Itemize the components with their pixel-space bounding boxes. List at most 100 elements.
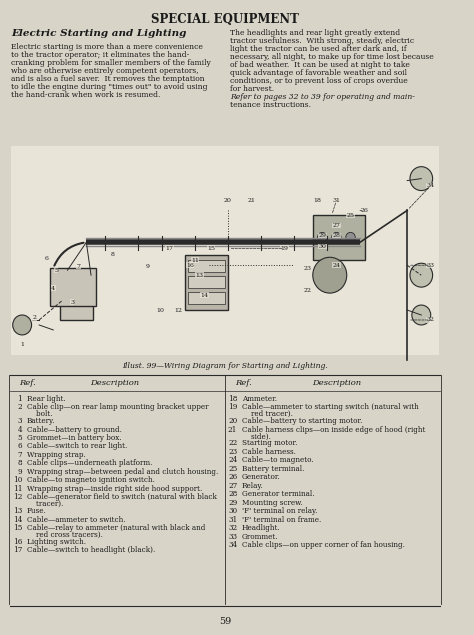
Text: 34: 34 xyxy=(427,183,435,188)
Bar xyxy=(50,268,96,306)
Text: 1: 1 xyxy=(18,395,22,403)
Text: 31: 31 xyxy=(332,198,340,203)
Text: 27: 27 xyxy=(228,482,237,490)
Text: Refer to pages 32 to 39 for operating and main-: Refer to pages 32 to 39 for operating an… xyxy=(230,93,415,101)
Text: 11: 11 xyxy=(13,485,22,493)
Text: light the tractor can be used after dark and, if: light the tractor can be used after dark… xyxy=(230,45,406,53)
Text: 12: 12 xyxy=(13,493,22,501)
Text: 'F' terminal on frame.: 'F' terminal on frame. xyxy=(242,516,321,524)
Text: 22: 22 xyxy=(304,288,312,293)
Text: 16: 16 xyxy=(13,538,22,546)
Text: and is also a fuel saver.  It removes the temptation: and is also a fuel saver. It removes the… xyxy=(11,75,204,83)
Text: Cable—battery to starting motor.: Cable—battery to starting motor. xyxy=(242,417,363,425)
Text: 33: 33 xyxy=(228,533,237,540)
Text: 26: 26 xyxy=(361,208,369,213)
Text: Ammeter.: Ammeter. xyxy=(242,395,277,403)
Text: tractor usefulness.  With strong, steady, electric: tractor usefulness. With strong, steady,… xyxy=(230,37,414,45)
Text: 4: 4 xyxy=(51,286,55,291)
Text: Battery terminal.: Battery terminal. xyxy=(242,465,304,473)
Text: Relay.: Relay. xyxy=(242,482,264,490)
Text: Cable harness clips—on inside edge of hood (right: Cable harness clips—on inside edge of ho… xyxy=(242,425,425,434)
Circle shape xyxy=(410,264,433,287)
Text: for harvest.: for harvest. xyxy=(230,85,274,93)
Text: 12: 12 xyxy=(175,307,183,312)
Circle shape xyxy=(332,232,341,243)
Text: 30: 30 xyxy=(228,507,237,515)
Text: Wrapping strap.: Wrapping strap. xyxy=(27,451,86,459)
Text: 13: 13 xyxy=(13,507,22,515)
Circle shape xyxy=(346,232,355,243)
Text: Battery.: Battery. xyxy=(27,417,55,425)
Text: 29: 29 xyxy=(228,498,237,507)
Circle shape xyxy=(318,232,327,243)
Text: Cable harness.: Cable harness. xyxy=(242,448,296,456)
Text: 34: 34 xyxy=(228,541,237,549)
Text: Grommet—in battery box.: Grommet—in battery box. xyxy=(27,434,121,442)
Text: 26: 26 xyxy=(228,473,237,481)
Text: 15: 15 xyxy=(13,524,22,532)
Text: 24: 24 xyxy=(332,263,340,268)
Circle shape xyxy=(412,305,431,325)
Text: Ref.: Ref. xyxy=(236,378,252,387)
Text: The headlights and rear light greatly extend: The headlights and rear light greatly ex… xyxy=(230,29,400,37)
Text: 14: 14 xyxy=(200,293,209,298)
Text: 5: 5 xyxy=(54,268,58,272)
Text: who are otherwise entirely competent operators,: who are otherwise entirely competent ope… xyxy=(11,67,199,75)
Text: 25: 25 xyxy=(228,465,237,473)
Text: to idle the engine during "times out" to avoid using: to idle the engine during "times out" to… xyxy=(11,83,207,91)
Text: 6: 6 xyxy=(45,256,49,261)
Text: 20: 20 xyxy=(224,198,232,203)
Bar xyxy=(188,292,225,304)
Text: necessary, all night, to make up for time lost because: necessary, all night, to make up for tim… xyxy=(230,53,434,61)
Text: side).: side). xyxy=(242,432,271,441)
Text: 9: 9 xyxy=(18,468,22,476)
Text: 13: 13 xyxy=(196,272,203,277)
Text: Cable clip—on rear lamp mounting bracket upper: Cable clip—on rear lamp mounting bracket… xyxy=(27,403,209,411)
Text: Rear light.: Rear light. xyxy=(27,395,65,403)
Text: 3: 3 xyxy=(70,300,74,305)
Text: 4: 4 xyxy=(18,425,22,434)
Bar xyxy=(11,146,439,355)
Text: 17: 17 xyxy=(13,547,22,554)
Text: 23: 23 xyxy=(228,448,237,456)
Text: Wrapping strap—inside right side hood support.: Wrapping strap—inside right side hood su… xyxy=(27,485,202,493)
Text: 28: 28 xyxy=(332,233,340,238)
Text: SPECIAL EQUIPMENT: SPECIAL EQUIPMENT xyxy=(151,13,299,26)
Text: Grommet.: Grommet. xyxy=(242,533,279,540)
Text: 19: 19 xyxy=(281,246,289,251)
Text: 21: 21 xyxy=(247,198,255,203)
Text: 24: 24 xyxy=(228,457,237,464)
Text: 2: 2 xyxy=(18,403,22,411)
Text: Cable—battery to ground.: Cable—battery to ground. xyxy=(27,425,122,434)
Text: Ref.: Ref. xyxy=(19,378,36,387)
Text: 9: 9 xyxy=(146,264,150,269)
Text: Cable clips—on upper corner of fan housing.: Cable clips—on upper corner of fan housi… xyxy=(242,541,405,549)
Text: 8: 8 xyxy=(111,252,115,257)
Text: 22: 22 xyxy=(228,439,237,448)
Text: Lighting switch.: Lighting switch. xyxy=(27,538,86,546)
Text: 19: 19 xyxy=(228,403,237,411)
Text: 3: 3 xyxy=(18,417,22,425)
Text: Cable—ammeter to starting switch (natural with: Cable—ammeter to starting switch (natura… xyxy=(242,403,419,411)
Text: Cable clips—underneath platform.: Cable clips—underneath platform. xyxy=(27,459,152,467)
Text: 33: 33 xyxy=(427,263,435,268)
Text: 14: 14 xyxy=(13,516,22,524)
Text: quick advantage of favorable weather and soil: quick advantage of favorable weather and… xyxy=(230,69,407,77)
Bar xyxy=(188,276,225,288)
Bar xyxy=(313,215,365,260)
Text: 20: 20 xyxy=(228,417,237,425)
Text: tracer).: tracer). xyxy=(27,500,63,508)
Text: Headlight.: Headlight. xyxy=(242,524,281,532)
Text: Cable—switch to rear light.: Cable—switch to rear light. xyxy=(27,443,127,450)
Text: red cross tracers).: red cross tracers). xyxy=(27,531,103,539)
Text: 7: 7 xyxy=(77,264,81,269)
Circle shape xyxy=(313,257,347,293)
Text: Description: Description xyxy=(312,378,361,387)
Text: 30: 30 xyxy=(318,244,326,249)
Text: 25: 25 xyxy=(346,213,355,218)
Text: 5: 5 xyxy=(18,434,22,442)
Text: 15: 15 xyxy=(207,246,215,251)
Circle shape xyxy=(410,166,433,190)
Text: 21: 21 xyxy=(228,425,237,434)
Text: 11: 11 xyxy=(191,258,199,263)
